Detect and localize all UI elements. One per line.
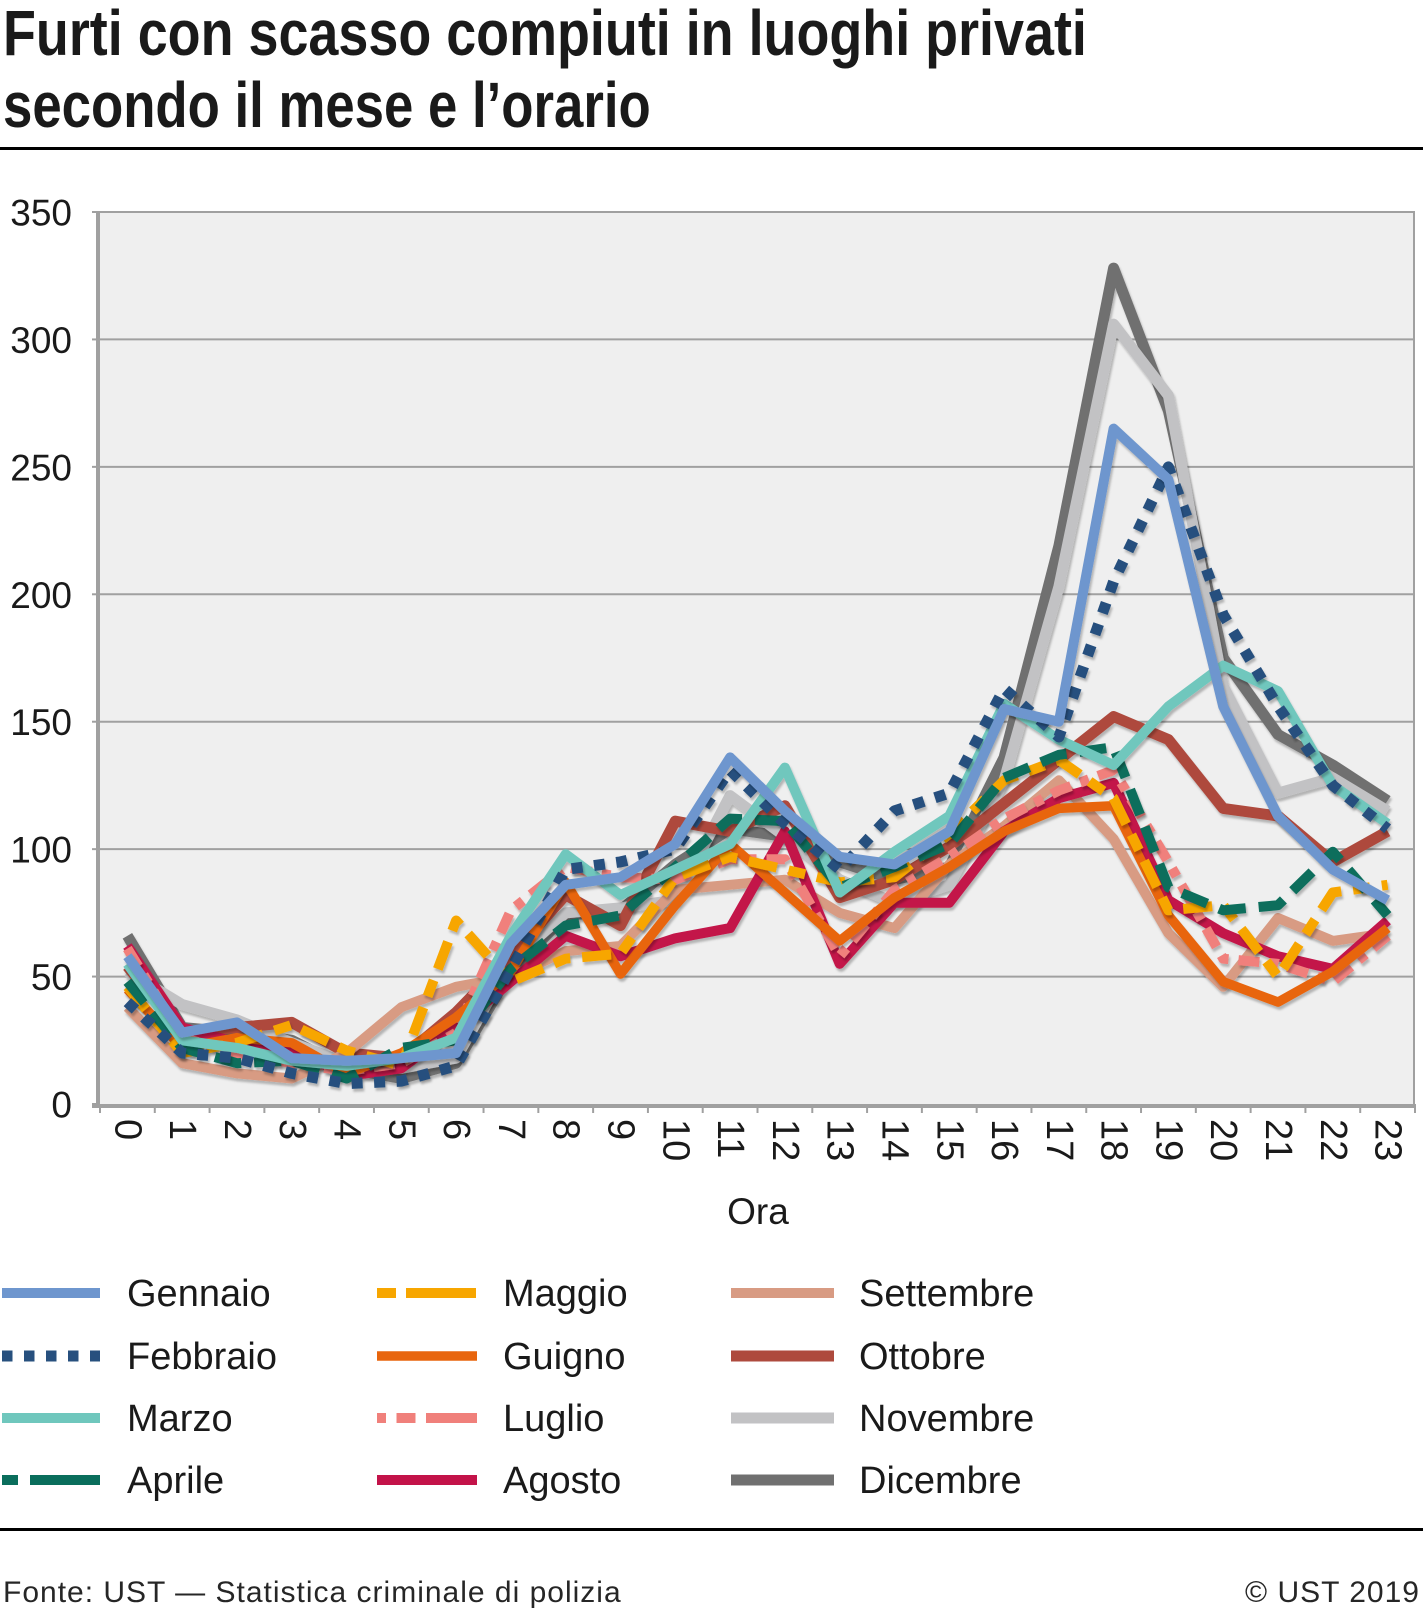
svg-text:Guigno: Guigno: [503, 1336, 626, 1378]
svg-text:300: 300: [10, 320, 72, 361]
svg-text:10: 10: [654, 1119, 696, 1161]
svg-text:Ottobre: Ottobre: [859, 1336, 986, 1378]
svg-text:100: 100: [10, 830, 72, 871]
svg-text:Gennaio: Gennaio: [127, 1273, 271, 1315]
svg-text:Luglio: Luglio: [503, 1398, 604, 1440]
svg-text:0: 0: [106, 1119, 148, 1140]
svg-text:21: 21: [1257, 1119, 1299, 1161]
svg-text:12: 12: [764, 1119, 806, 1161]
svg-text:23: 23: [1367, 1119, 1409, 1161]
svg-text:0: 0: [51, 1085, 72, 1126]
svg-text:13: 13: [819, 1119, 861, 1161]
svg-text:Agosto: Agosto: [503, 1460, 621, 1502]
svg-text:8: 8: [545, 1119, 587, 1140]
svg-text:16: 16: [983, 1119, 1025, 1161]
svg-text:22: 22: [1312, 1119, 1354, 1161]
svg-text:17: 17: [1038, 1119, 1080, 1161]
svg-text:2: 2: [216, 1119, 258, 1140]
svg-text:Dicembre: Dicembre: [859, 1460, 1022, 1502]
svg-text:1: 1: [161, 1119, 203, 1140]
svg-text:3: 3: [271, 1119, 313, 1140]
svg-text:Maggio: Maggio: [503, 1273, 628, 1315]
svg-text:200: 200: [10, 575, 72, 616]
svg-text:7: 7: [490, 1119, 532, 1140]
svg-text:150: 150: [10, 702, 72, 743]
svg-text:Settembre: Settembre: [859, 1273, 1034, 1315]
svg-text:5: 5: [380, 1119, 422, 1140]
svg-text:Febbraio: Febbraio: [127, 1336, 277, 1378]
svg-text:Novembre: Novembre: [859, 1398, 1034, 1440]
svg-text:6: 6: [435, 1119, 477, 1140]
svg-text:18: 18: [1093, 1119, 1135, 1161]
svg-text:4: 4: [326, 1119, 368, 1140]
svg-text:Ora: Ora: [727, 1191, 789, 1232]
svg-text:20: 20: [1202, 1119, 1244, 1161]
svg-text:Marzo: Marzo: [127, 1398, 233, 1440]
svg-text:15: 15: [928, 1119, 970, 1161]
svg-text:14: 14: [874, 1119, 916, 1161]
svg-text:11: 11: [709, 1119, 751, 1158]
svg-text:50: 50: [31, 957, 72, 998]
svg-text:350: 350: [10, 193, 72, 234]
svg-text:9: 9: [600, 1119, 642, 1140]
svg-text:19: 19: [1147, 1119, 1189, 1161]
svg-text:250: 250: [10, 447, 72, 488]
svg-text:Aprile: Aprile: [127, 1460, 224, 1502]
